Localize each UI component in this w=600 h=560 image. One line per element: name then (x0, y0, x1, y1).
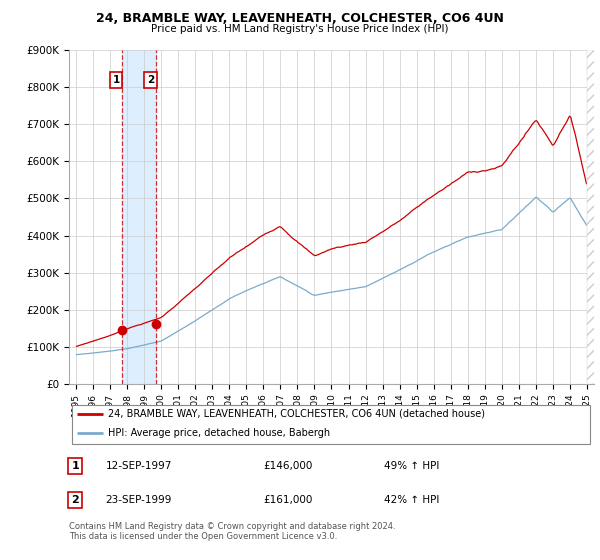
Text: 49% ↑ HPI: 49% ↑ HPI (384, 461, 439, 471)
Text: 42% ↑ HPI: 42% ↑ HPI (384, 495, 439, 505)
Text: HPI: Average price, detached house, Babergh: HPI: Average price, detached house, Babe… (109, 428, 331, 438)
Text: 24, BRAMBLE WAY, LEAVENHEATH, COLCHESTER, CO6 4UN (detached house): 24, BRAMBLE WAY, LEAVENHEATH, COLCHESTER… (109, 409, 485, 419)
Text: 1: 1 (71, 461, 79, 471)
Text: Contains HM Land Registry data © Crown copyright and database right 2024.
This d: Contains HM Land Registry data © Crown c… (69, 522, 395, 542)
Text: 24, BRAMBLE WAY, LEAVENHEATH, COLCHESTER, CO6 4UN: 24, BRAMBLE WAY, LEAVENHEATH, COLCHESTER… (96, 12, 504, 25)
Text: 12-SEP-1997: 12-SEP-1997 (106, 461, 172, 471)
Text: £146,000: £146,000 (263, 461, 313, 471)
FancyBboxPatch shape (71, 405, 590, 444)
Text: 23-SEP-1999: 23-SEP-1999 (106, 495, 172, 505)
Text: Price paid vs. HM Land Registry's House Price Index (HPI): Price paid vs. HM Land Registry's House … (151, 24, 449, 34)
Text: 1: 1 (112, 75, 119, 85)
Text: £161,000: £161,000 (263, 495, 313, 505)
Bar (122, 50, 156, 384)
Text: 2: 2 (146, 75, 154, 85)
Text: 2: 2 (71, 495, 79, 505)
